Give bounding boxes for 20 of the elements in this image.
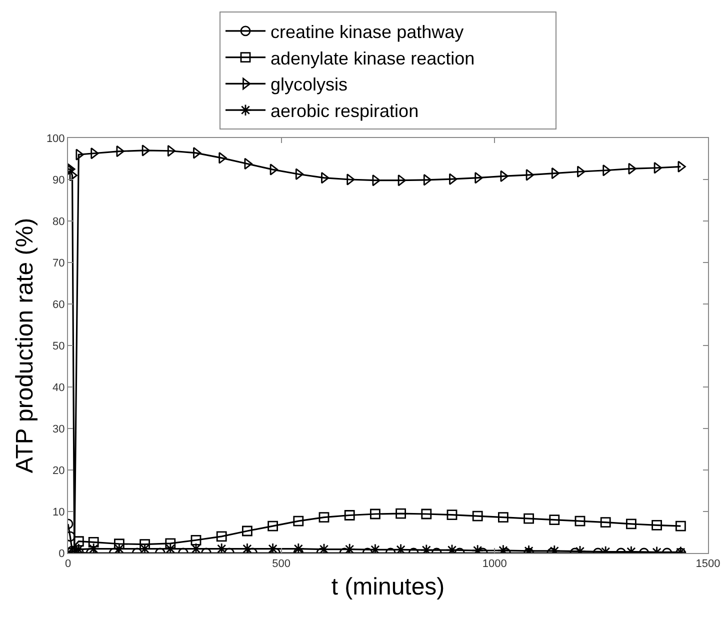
y-tick-label: 60 bbox=[52, 298, 65, 311]
legend-label: glycolysis bbox=[270, 74, 348, 95]
y-tick-label: 80 bbox=[52, 216, 65, 228]
y-tick-label: 70 bbox=[52, 257, 65, 270]
y-axis-title: ATP production rate (%) bbox=[12, 218, 39, 474]
y-tick-label: 10 bbox=[52, 506, 65, 518]
y-tick-label: 90 bbox=[52, 174, 65, 186]
y-tick-label: 40 bbox=[52, 382, 65, 394]
y-tick-label: 20 bbox=[52, 464, 65, 477]
y-tick-label: 30 bbox=[52, 423, 65, 436]
legend-label: aerobic respiration bbox=[270, 101, 419, 122]
y-tick-label: 100 bbox=[46, 132, 65, 145]
x-tick-label: 1500 bbox=[696, 558, 720, 570]
y-tick-label: 0 bbox=[58, 548, 65, 560]
legend-label: adenylate kinase reaction bbox=[270, 48, 475, 68]
legend-label: creatine kinase pathway bbox=[270, 22, 464, 42]
y-tick-label: 50 bbox=[52, 340, 65, 352]
x-tick-label: 500 bbox=[272, 558, 291, 570]
x-axis-title: t (minutes) bbox=[331, 574, 445, 600]
x-tick-label: 1000 bbox=[482, 558, 507, 570]
